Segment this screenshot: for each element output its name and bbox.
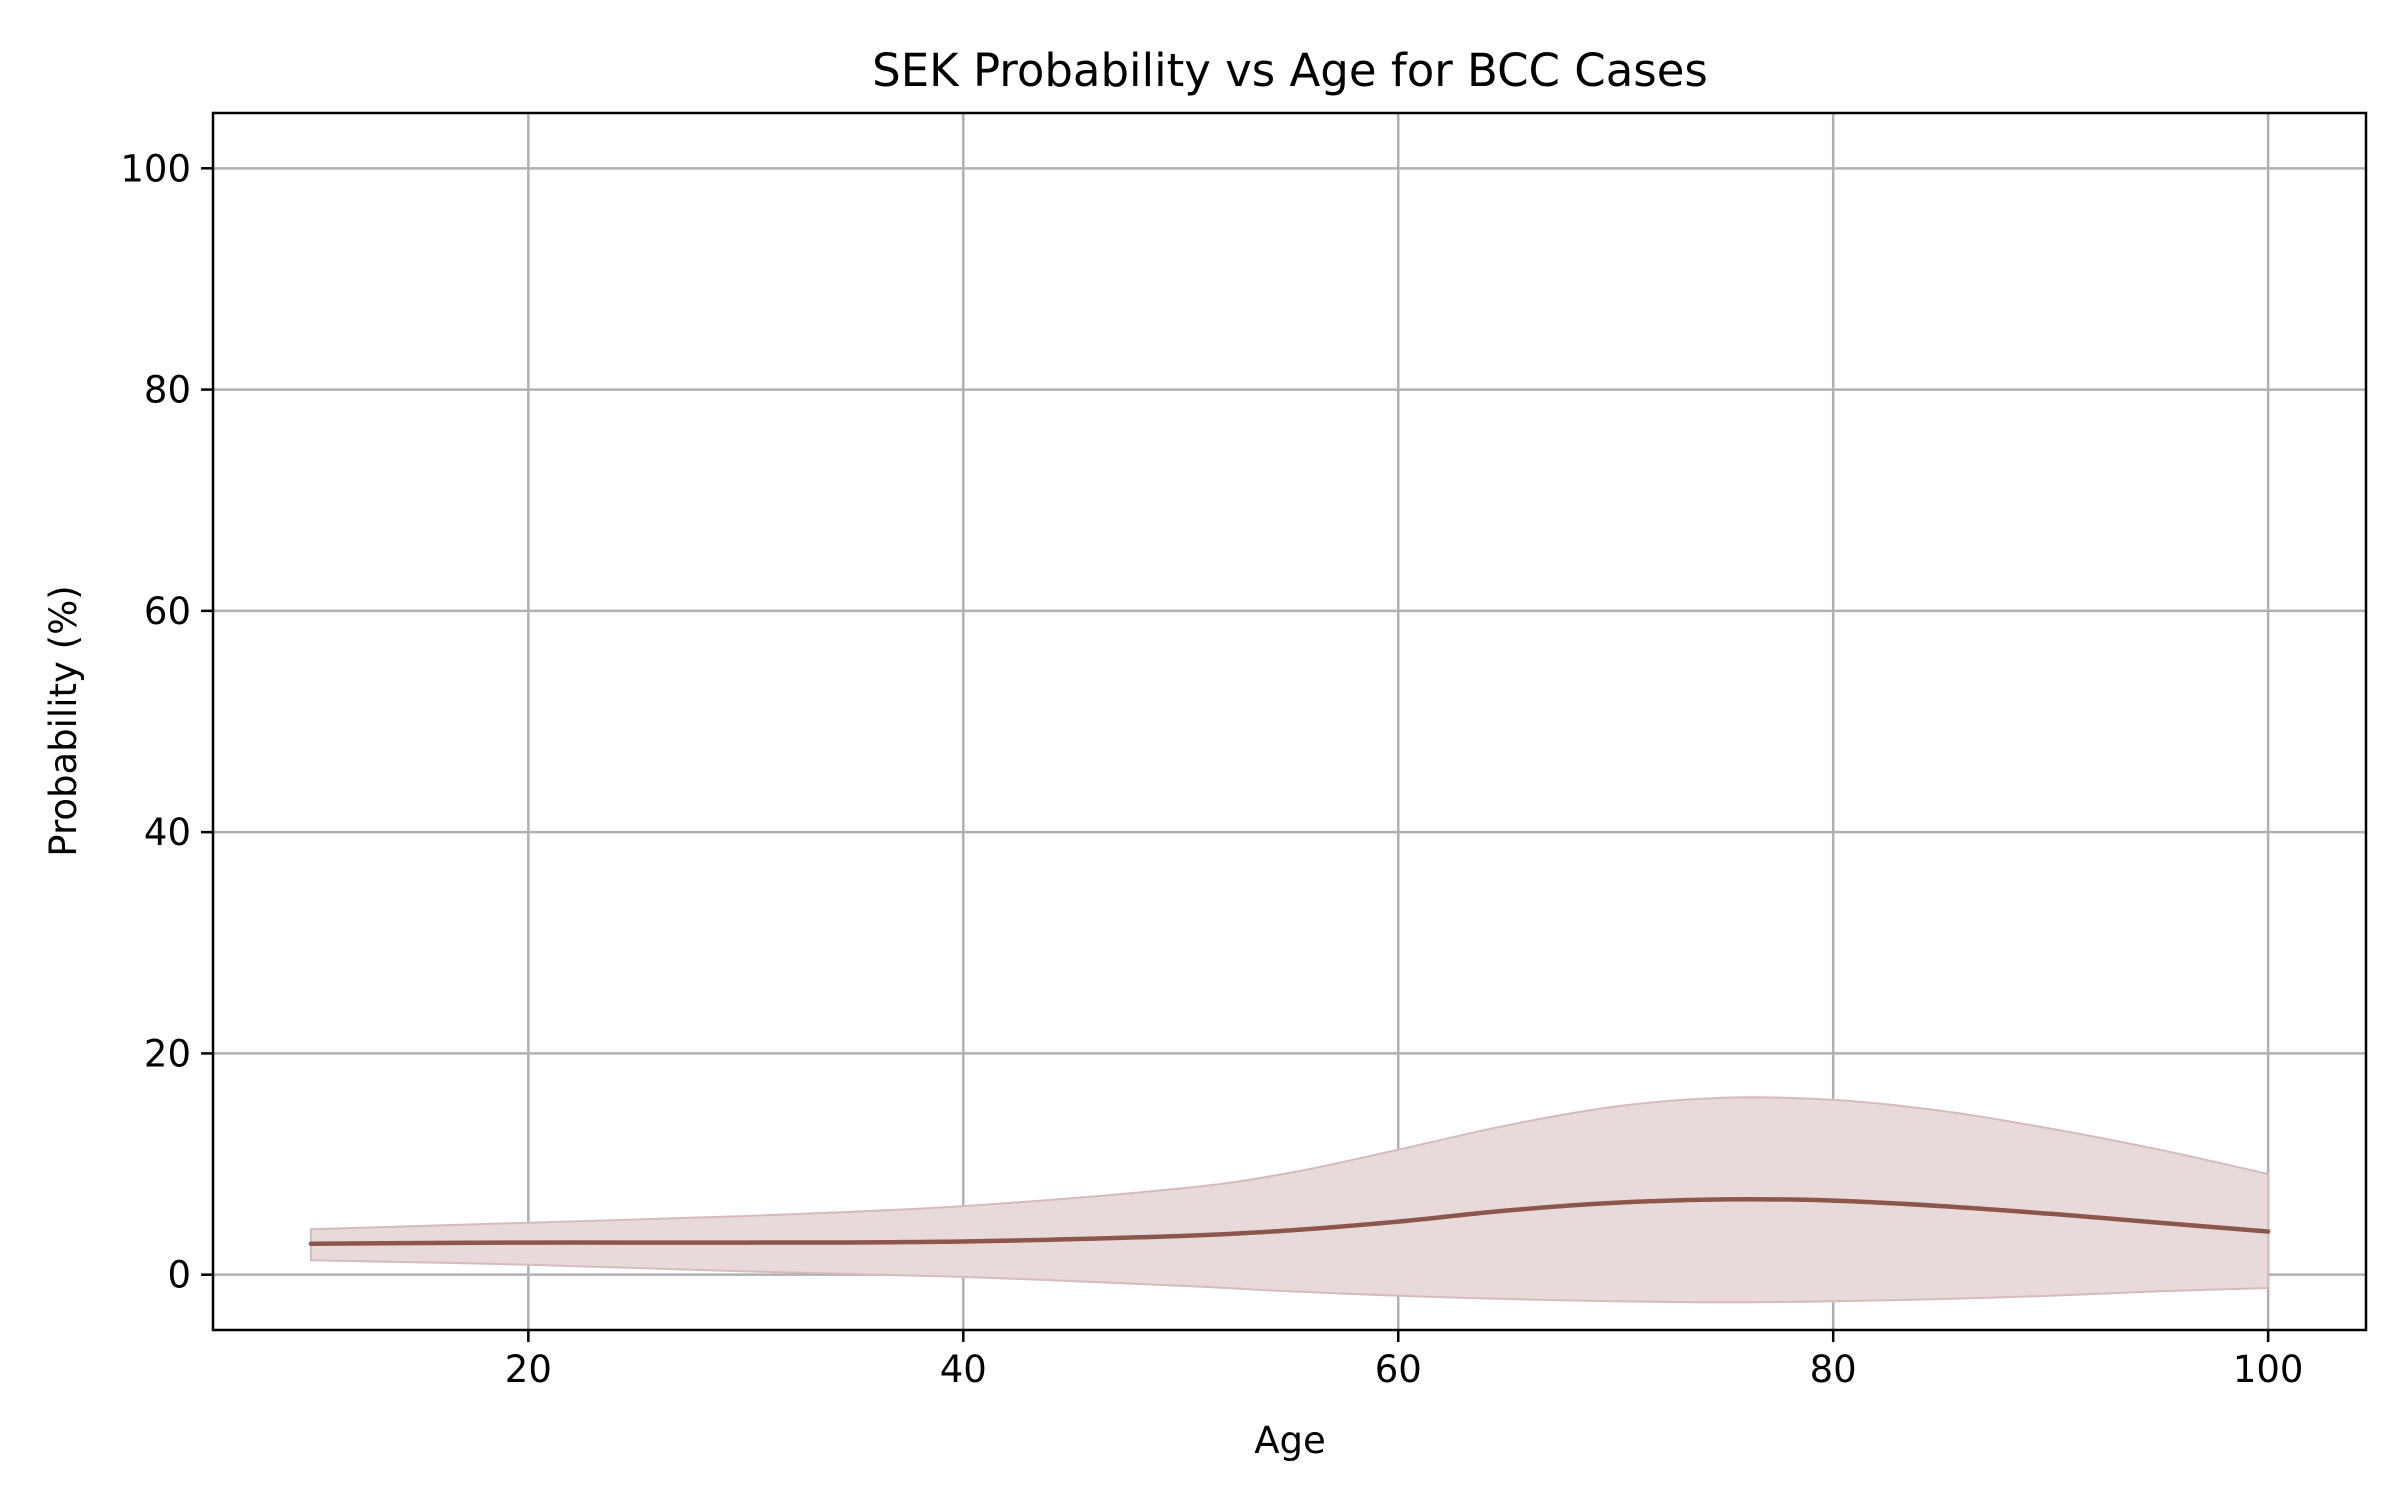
probability-line xyxy=(308,1197,2271,1246)
line-layer xyxy=(308,1197,2271,1246)
y-tick-label: 80 xyxy=(144,369,191,412)
y-tick-label: 0 xyxy=(167,1254,191,1297)
x-tick-label: 40 xyxy=(940,1348,987,1391)
grid-layer xyxy=(213,113,2366,1330)
confidence-band xyxy=(309,1096,2270,1304)
x-tick-label: 80 xyxy=(1810,1348,1857,1391)
y-axis-label: Probability (%) xyxy=(42,585,85,856)
tick-layer: 20 40 60 80 100 0 20 40 60 80 100 xyxy=(120,147,2303,1391)
x-tick-label: 20 xyxy=(505,1348,552,1391)
band-layer xyxy=(309,1096,2270,1304)
y-tick-label: 100 xyxy=(120,147,191,190)
axes-frame xyxy=(211,111,2368,1332)
x-tick-label: 60 xyxy=(1375,1348,1422,1391)
x-axis-label: Age xyxy=(1254,1419,1326,1462)
chart-title: SEK Probability vs Age for BCC Cases xyxy=(872,44,1708,97)
y-tick-label: 40 xyxy=(144,811,191,854)
y-tick-label: 20 xyxy=(144,1032,191,1075)
x-tick-label: 100 xyxy=(2233,1348,2304,1391)
y-tick-label: 60 xyxy=(144,590,191,633)
